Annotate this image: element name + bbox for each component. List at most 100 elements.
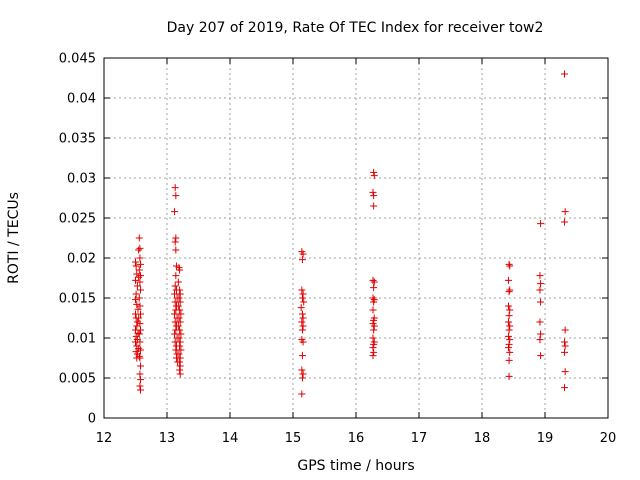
data-point <box>136 354 144 362</box>
data-point <box>370 316 378 324</box>
data-point <box>175 314 183 322</box>
data-point <box>175 350 183 358</box>
data-point <box>298 294 306 302</box>
data-point <box>135 314 143 322</box>
data-point <box>561 348 569 356</box>
data-point <box>561 326 569 334</box>
data-point <box>298 390 306 398</box>
data-point <box>136 382 144 390</box>
data-point <box>176 298 184 306</box>
y-tick-label: 0.03 <box>67 172 96 187</box>
y-tick-label: 0.02 <box>67 252 96 267</box>
data-point <box>135 330 143 338</box>
data-point <box>176 326 184 334</box>
data-point <box>504 344 512 352</box>
data-point <box>298 318 306 326</box>
data-point <box>298 352 306 360</box>
data-point <box>299 370 307 378</box>
data-point <box>136 244 144 252</box>
data-point <box>370 340 378 348</box>
data-point <box>132 258 139 266</box>
data-point <box>506 336 514 344</box>
data-point <box>172 192 180 200</box>
y-tick-label: 0 <box>88 412 96 427</box>
data-point <box>298 310 306 318</box>
data-point <box>137 286 145 294</box>
data-point <box>176 266 184 274</box>
data-point <box>537 280 545 288</box>
x-tick-label: 13 <box>159 431 176 446</box>
data-point <box>174 302 182 310</box>
x-axis-title: GPS time / hours <box>297 458 414 474</box>
x-tick-label: 12 <box>96 431 113 446</box>
data-point <box>137 362 145 370</box>
data-point <box>506 348 514 356</box>
data-point <box>176 318 184 326</box>
data-point <box>370 202 378 210</box>
data-point <box>537 220 545 228</box>
data-point <box>561 218 569 226</box>
data-point <box>298 366 306 374</box>
data-point <box>176 338 184 346</box>
axis-ticks: 12 13 14 15 16 17 18 19 20 0 0.005 0.01 0.015 0.02 0.0… <box>59 52 616 447</box>
data-point <box>137 386 145 394</box>
data-point <box>133 282 141 290</box>
data-point <box>561 342 569 350</box>
data-point <box>135 246 143 254</box>
data-point <box>171 208 179 216</box>
data-point <box>299 290 307 298</box>
data-point <box>369 334 377 342</box>
data-point <box>171 238 179 246</box>
data-point <box>370 168 378 176</box>
data-point <box>174 322 182 330</box>
data-point <box>369 294 377 302</box>
data-point <box>370 284 378 292</box>
data-point <box>137 376 145 384</box>
data-point <box>176 306 184 314</box>
data-point <box>175 294 183 302</box>
y-tick-label: 0.035 <box>59 132 96 147</box>
data-point <box>171 310 179 318</box>
x-tick-label: 17 <box>411 431 428 446</box>
data-point <box>137 310 145 318</box>
data-point <box>561 208 569 216</box>
data-point <box>298 256 306 264</box>
data-point <box>505 372 513 380</box>
data-point <box>505 356 513 364</box>
data-point <box>369 306 377 314</box>
data-point <box>505 288 513 296</box>
data-point <box>177 346 185 354</box>
data-point <box>137 326 145 334</box>
grid <box>104 58 608 418</box>
x-tick-label: 20 <box>600 431 617 446</box>
data-point <box>176 290 184 298</box>
y-tick-label: 0.025 <box>59 212 96 227</box>
data-point <box>135 273 143 281</box>
data-point <box>561 368 569 376</box>
data-point <box>536 286 544 294</box>
data-point <box>299 314 307 322</box>
data-point <box>176 354 184 362</box>
x-tick-label: 15 <box>285 431 302 446</box>
data-point <box>136 302 144 310</box>
data-point <box>370 326 378 334</box>
data-point <box>137 346 145 354</box>
data-point <box>506 322 514 330</box>
data-point <box>536 272 544 280</box>
data-point <box>135 294 143 302</box>
data-point <box>537 352 545 360</box>
y-tick-label: 0.01 <box>67 332 96 347</box>
data-point <box>370 172 378 180</box>
data-point <box>537 298 545 306</box>
data-point <box>176 370 184 378</box>
data-point <box>369 188 377 196</box>
data-point <box>132 290 140 298</box>
data-point <box>505 326 513 334</box>
y-tick-label: 0.015 <box>59 292 96 307</box>
data-point <box>177 310 185 318</box>
data-point <box>177 330 185 338</box>
data-point <box>299 322 307 330</box>
data-point <box>298 326 306 334</box>
data-point <box>136 370 144 378</box>
data-point <box>300 298 308 306</box>
